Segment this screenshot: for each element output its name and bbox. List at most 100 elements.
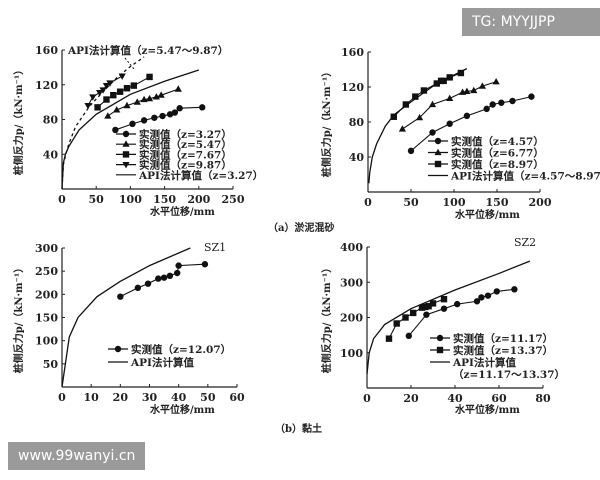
legend-marker <box>122 162 130 169</box>
y-tick-label: 80 <box>43 114 59 127</box>
y-tick-label: 200 <box>340 312 363 325</box>
x-tick-label: 250 <box>222 193 245 206</box>
data-point-1-2-0 <box>390 113 397 120</box>
data-point-0-0-6 <box>171 109 179 116</box>
x-tick-label: 50 <box>200 391 216 404</box>
data-point-0-3-0 <box>84 103 92 110</box>
data-point-3-0-6 <box>484 292 492 299</box>
legend-label: 实测值（z=3.27） <box>139 128 232 141</box>
data-point-1-2-6 <box>440 77 447 85</box>
data-point-1-1-2 <box>428 100 437 108</box>
series-line-2-1 <box>61 247 191 388</box>
data-point-1-1-5 <box>463 87 471 94</box>
data-point-0-2-0 <box>94 104 101 111</box>
x-axis-label: 水平位移/mm <box>149 403 215 416</box>
data-point-0-1-8 <box>174 85 182 92</box>
x-tick-label: 60 <box>491 392 507 405</box>
y-tick-label: 40 <box>349 151 365 164</box>
data-point-0-2-4 <box>123 85 131 92</box>
data-point-0-1-0 <box>104 112 112 119</box>
data-point-0-0-8 <box>199 104 206 111</box>
data-point-0-2-1 <box>103 96 110 103</box>
data-point-1-1-3 <box>446 94 454 101</box>
data-point-3-1-4 <box>418 304 426 311</box>
y-tick-label: 300 <box>340 276 363 289</box>
legend-marker <box>434 148 442 156</box>
data-point-0-0-1 <box>129 120 136 128</box>
x-tick-label: 150 <box>486 196 509 209</box>
data-point-1-0-7 <box>509 97 516 105</box>
data-point-3-0-5 <box>478 294 485 301</box>
x-tick-label: 0 <box>364 196 372 209</box>
data-point-2-0-7 <box>175 262 182 269</box>
data-point-0-0-4 <box>159 112 166 120</box>
y-tick-label: 300 <box>35 242 58 255</box>
data-point-3-1-2 <box>402 314 409 321</box>
y-tick-label: 120 <box>341 81 364 94</box>
panel-label: SZ1 <box>204 241 226 254</box>
x-tick-label: 100 <box>443 196 466 209</box>
caption-b: （b）黏土 <box>275 422 322 435</box>
data-point-3-1-6 <box>425 303 432 310</box>
legend-label: 实测值（z=13.37） <box>453 344 553 357</box>
x-tick-label: 20 <box>403 392 419 405</box>
data-point-1-1-7 <box>478 82 486 89</box>
x-tick-label: 200 <box>187 193 210 206</box>
legend-label: 实测值（z=5.47） <box>139 138 232 151</box>
data-point-0-3-6 <box>118 73 126 80</box>
data-point-0-1-4 <box>140 95 148 103</box>
data-point-3-1-7 <box>429 300 437 307</box>
legend-marker <box>436 334 444 342</box>
data-point-0-1-1 <box>113 106 121 113</box>
data-point-1-1-6 <box>470 86 478 94</box>
data-point-0-3-2 <box>96 89 104 97</box>
series-line-0-4 <box>61 69 200 190</box>
x-tick-label: 20 <box>113 391 129 404</box>
data-point-2-0-0 <box>117 293 124 300</box>
legend-label: 实测值（z=6.77） <box>451 147 544 160</box>
x-tick-label: 80 <box>535 392 551 405</box>
data-point-0-0-3 <box>151 114 158 121</box>
series-line-3-2 <box>366 260 531 374</box>
x-tick-label: 30 <box>142 391 158 404</box>
data-point-1-2-1 <box>402 101 410 108</box>
data-point-1-1-8 <box>492 77 500 85</box>
x-tick-label: 40 <box>447 392 463 405</box>
legend-label: API法计算值 <box>130 356 194 369</box>
y-tick-label: 250 <box>35 265 58 278</box>
x-tick-label: 10 <box>84 391 100 404</box>
data-point-2-0-5 <box>166 272 174 279</box>
data-point-0-2-2 <box>110 91 117 99</box>
data-point-1-2-2 <box>412 93 419 100</box>
data-point-1-0-6 <box>498 99 505 106</box>
y-tick-label: 200 <box>35 288 58 301</box>
data-point-0-2-3 <box>116 88 124 95</box>
y-axis-label: 桩侧反力p/（kN·m⁻¹） <box>12 65 25 175</box>
x-axis-label: 水平位移/mm <box>454 403 520 416</box>
x-tick-label: 100 <box>119 193 142 206</box>
data-point-1-0-8 <box>528 93 535 100</box>
x-axis-label: 水平位移/mm <box>149 205 215 218</box>
data-point-1-0-3 <box>463 112 471 120</box>
legend-label: API法计算值（z=3.27） <box>138 169 263 182</box>
legend-marker <box>436 346 444 354</box>
y-axis-label: 桩侧反力p/（kN·m⁻¹） <box>12 263 25 373</box>
data-point-1-2-3 <box>420 87 428 94</box>
y-tick-label: 100 <box>340 347 363 360</box>
y-tick-label: 400 <box>340 241 363 254</box>
legend-label: 实测值（z=12.07） <box>131 343 231 356</box>
data-point-3-0-1 <box>423 311 430 318</box>
data-point-0-3-3 <box>99 87 107 94</box>
legend-marker <box>114 345 122 353</box>
legend-label: API法计算值（z=4.57～8.97） <box>450 170 600 183</box>
y-tick-label: 40 <box>43 148 59 161</box>
data-point-1-2-8 <box>457 69 465 77</box>
data-point-1-0-4 <box>483 105 490 113</box>
data-point-1-0-0 <box>407 147 415 155</box>
data-point-1-0-2 <box>446 120 453 127</box>
caption-a: （a）淤泥混砂 <box>268 221 334 234</box>
x-tick-label: 50 <box>89 193 105 206</box>
data-point-3-1-5 <box>422 303 429 311</box>
data-point-3-0-7 <box>493 288 500 295</box>
